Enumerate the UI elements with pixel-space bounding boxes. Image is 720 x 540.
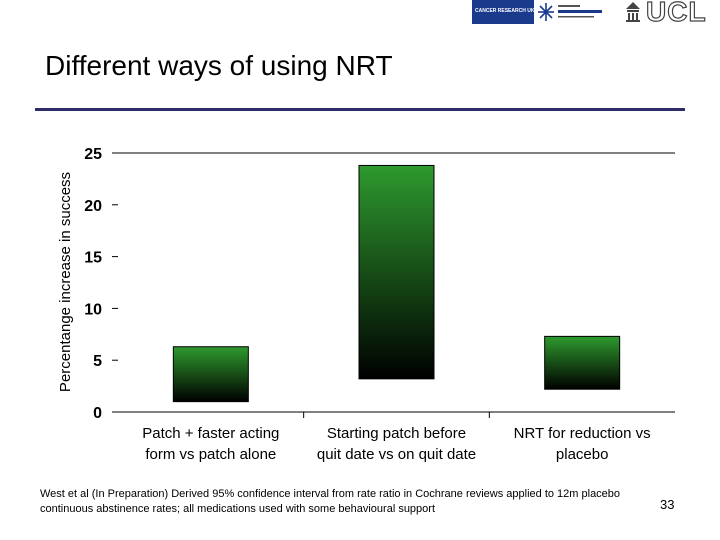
y-axis-label: Percentange increase in success [57,172,74,392]
x-category-label: NRT for reduction vs placebo [514,425,651,463]
x-axis-labels: Patch + faster acting form vs patch alone… [142,412,651,463]
cancer-research-uk-logo: CANCER RESEARCH UK [472,0,534,24]
footnote: West et al (In Preparation) Derived 95% … [40,488,621,515]
y-axis-ticks: 0 5 10 15 20 25 [84,146,118,422]
ci-bar [358,164,435,380]
ucl-logo-text: UCL [645,0,707,28]
y-tick-label: 10 [84,301,102,318]
gridlines [118,152,675,413]
snowflake-logo-icon [536,0,556,24]
page-number: 33 [660,497,675,512]
y-tick-label: 5 [93,353,102,370]
ci-bar [172,346,249,403]
ci-bar [544,335,621,390]
partner-logo [558,0,618,24]
y-tick-label: 15 [84,250,102,267]
header-logos: CANCER RESEARCH UK [472,0,720,28]
y-tick-label: 25 [84,146,102,163]
title-divider [35,108,685,111]
x-category-label: Starting patch before quit date vs on qui… [317,425,476,463]
ucl-portico-icon [626,2,640,22]
x-category-label: Patch + faster acting form vs patch alone [142,425,279,463]
y-tick-label: 0 [93,405,102,422]
cruk-logo-text: CANCER RESEARCH UK [475,8,535,14]
range-bar-chart: Percentange increase in success 0 5 10 15 20… [57,146,675,463]
ucl-logo: UCL [622,0,720,28]
bars [172,164,621,403]
y-tick-label: 20 [84,198,102,215]
page-title: Different ways of using NRT [45,50,393,81]
